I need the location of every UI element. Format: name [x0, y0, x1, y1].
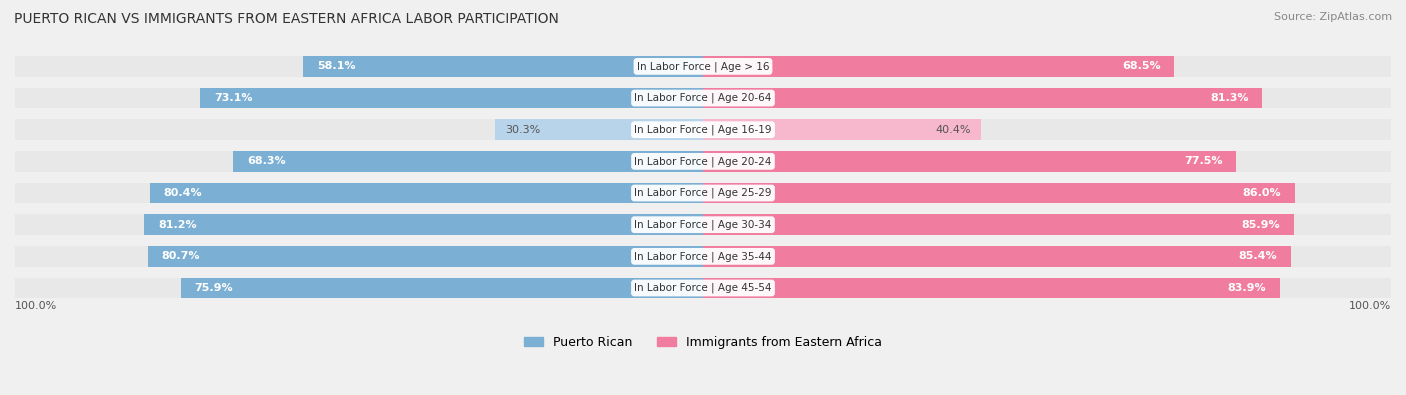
Bar	[200, 88, 703, 108]
Text: 86.0%: 86.0%	[1243, 188, 1281, 198]
Text: In Labor Force | Age 35-44: In Labor Force | Age 35-44	[634, 251, 772, 261]
Bar	[15, 151, 703, 172]
Text: 68.3%: 68.3%	[247, 156, 285, 166]
Bar	[703, 88, 1391, 108]
Bar	[703, 246, 1391, 267]
Bar	[703, 119, 1391, 140]
Text: In Labor Force | Age 45-54: In Labor Force | Age 45-54	[634, 283, 772, 293]
Text: 77.5%: 77.5%	[1184, 156, 1222, 166]
Text: In Labor Force | Age 16-19: In Labor Force | Age 16-19	[634, 124, 772, 135]
Text: 81.3%: 81.3%	[1211, 93, 1249, 103]
Bar	[145, 214, 703, 235]
Text: Source: ZipAtlas.com: Source: ZipAtlas.com	[1274, 12, 1392, 22]
Bar	[703, 278, 1281, 298]
Text: 81.2%: 81.2%	[157, 220, 197, 229]
Text: 73.1%: 73.1%	[214, 93, 252, 103]
Text: In Labor Force | Age > 16: In Labor Force | Age > 16	[637, 61, 769, 71]
Bar	[15, 56, 703, 77]
Bar	[15, 119, 703, 140]
Bar	[181, 278, 703, 298]
Bar	[703, 214, 1294, 235]
Text: 100.0%: 100.0%	[1348, 301, 1391, 311]
Text: 80.7%: 80.7%	[162, 251, 200, 261]
Bar	[15, 214, 703, 235]
Bar	[703, 119, 981, 140]
Bar	[495, 119, 703, 140]
Bar	[703, 183, 1295, 203]
Text: 100.0%: 100.0%	[15, 301, 58, 311]
Text: 58.1%: 58.1%	[316, 61, 356, 71]
Bar	[15, 88, 703, 108]
Text: 75.9%: 75.9%	[194, 283, 233, 293]
Text: 80.4%: 80.4%	[163, 188, 202, 198]
Text: In Labor Force | Age 25-29: In Labor Force | Age 25-29	[634, 188, 772, 198]
Bar	[703, 246, 1291, 267]
Bar	[703, 88, 1263, 108]
Bar	[15, 183, 703, 203]
Bar	[150, 183, 703, 203]
Text: 68.5%: 68.5%	[1122, 61, 1160, 71]
Bar	[703, 151, 1391, 172]
Bar	[703, 183, 1391, 203]
Text: 85.9%: 85.9%	[1241, 220, 1281, 229]
Bar	[15, 278, 703, 298]
Text: PUERTO RICAN VS IMMIGRANTS FROM EASTERN AFRICA LABOR PARTICIPATION: PUERTO RICAN VS IMMIGRANTS FROM EASTERN …	[14, 12, 560, 26]
Text: 85.4%: 85.4%	[1239, 251, 1277, 261]
Bar	[703, 214, 1391, 235]
Bar	[703, 56, 1391, 77]
Text: 83.9%: 83.9%	[1227, 283, 1267, 293]
Bar	[703, 151, 1236, 172]
Text: 40.4%: 40.4%	[935, 125, 970, 135]
Bar	[304, 56, 703, 77]
Text: In Labor Force | Age 20-24: In Labor Force | Age 20-24	[634, 156, 772, 167]
Text: In Labor Force | Age 30-34: In Labor Force | Age 30-34	[634, 220, 772, 230]
Bar	[15, 246, 703, 267]
Bar	[148, 246, 703, 267]
Bar	[703, 56, 1174, 77]
Bar	[233, 151, 703, 172]
Text: In Labor Force | Age 20-64: In Labor Force | Age 20-64	[634, 93, 772, 103]
Text: 30.3%: 30.3%	[505, 125, 540, 135]
Bar	[703, 278, 1391, 298]
Legend: Puerto Rican, Immigrants from Eastern Africa: Puerto Rican, Immigrants from Eastern Af…	[519, 331, 887, 354]
